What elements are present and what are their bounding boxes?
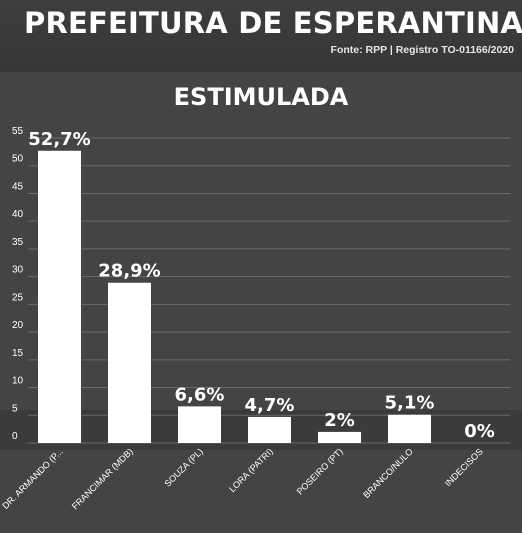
data-label: 28,9%	[98, 261, 160, 282]
y-tick-label: 45	[12, 181, 24, 192]
y-tick-label: 25	[12, 292, 24, 303]
x-tick-label: DR. ARMANDO (P...	[0, 446, 65, 511]
data-labels: 52,7% 28,9% 6,6% 4,7% 2% 5,1% 0%	[28, 129, 495, 442]
chart-title: ESTIMULADA	[174, 83, 349, 111]
header: PREFEITURA DE ESPERANTINA Fonte: RPP | R…	[0, 0, 522, 72]
y-tick-label: 0	[12, 431, 18, 442]
x-tick-label: POSEIRO (PT)	[295, 446, 345, 496]
bar	[178, 406, 221, 443]
y-tick-label: 15	[12, 348, 24, 359]
bars	[38, 150, 431, 443]
y-tick-label: 30	[12, 265, 24, 276]
data-label: 2%	[324, 410, 355, 431]
bar	[318, 431, 361, 443]
bar	[108, 282, 151, 443]
y-tick-label: 5	[12, 403, 18, 414]
y-tick-label: 35	[12, 237, 24, 248]
x-tick-label: FRANCIMAR (MDB)	[70, 446, 135, 511]
x-tick-label: LORA (PATRI)	[227, 446, 275, 494]
y-tick-label: 50	[12, 154, 24, 165]
data-label: 52,7%	[28, 129, 90, 150]
bar	[388, 414, 431, 443]
data-label: 5,1%	[385, 393, 435, 414]
y-axis: 0 5 10 15 20 25 30 35 40 45 50 55	[12, 126, 24, 442]
bar	[248, 416, 291, 443]
data-label: 0%	[464, 421, 495, 442]
x-axis: DR. ARMANDO (P... FRANCIMAR (MDB) SOUZA (P…	[0, 446, 485, 511]
chart-panel	[0, 72, 522, 533]
data-label: 6,6%	[175, 384, 225, 405]
page-title: PREFEITURA DE ESPERANTINA	[24, 6, 522, 40]
y-tick-label: 55	[12, 126, 24, 137]
x-tick-label: BRANCO/NULO	[361, 446, 415, 500]
y-tick-label: 40	[12, 209, 24, 220]
bar	[38, 150, 81, 443]
y-tick-label: 20	[12, 320, 24, 331]
source-note: Fonte: RPP | Registro TO-01166/2020	[330, 44, 514, 56]
y-tick-label: 10	[12, 376, 24, 387]
data-label: 4,7%	[245, 395, 295, 416]
x-tick-label: SOUZA (PL)	[162, 446, 204, 488]
x-tick-label: INDECISOS	[443, 446, 485, 488]
